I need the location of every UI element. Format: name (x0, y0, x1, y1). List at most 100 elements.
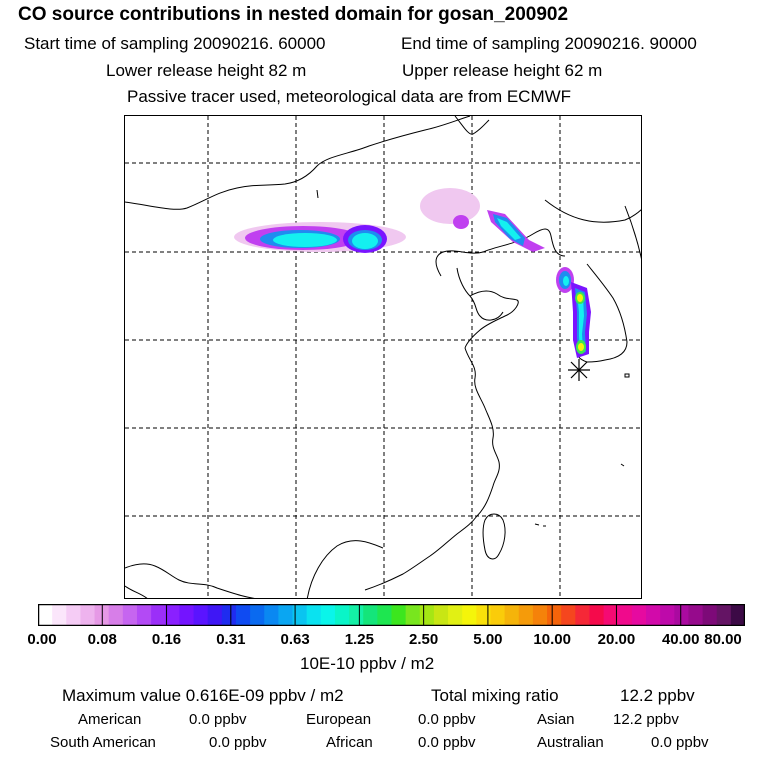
colorbar-swatch (504, 604, 520, 626)
upper-release-height: Upper release height 62 m (402, 61, 603, 80)
colorbar-swatch (38, 604, 53, 626)
colorbar-swatch (292, 604, 308, 626)
mongolia-border (125, 116, 471, 210)
colorbar-swatch (532, 604, 548, 626)
colorbar-swatch (80, 604, 96, 626)
colorbar-swatch (108, 604, 124, 626)
start-time-label: Start time of sampling 20090216. 60000 (24, 34, 326, 53)
colorbar-swatch (278, 604, 294, 626)
colorbar-swatch (207, 604, 223, 626)
colorbar-swatch (476, 604, 492, 626)
plot-title: CO source contributions in nested domain… (18, 4, 569, 25)
colorbar-swatch (547, 604, 562, 626)
colorbar-tick-label: 5.00 (473, 631, 503, 648)
region-south-american-value: 0.0 ppbv (209, 734, 267, 751)
colorbar-swatch (433, 604, 449, 626)
end-time-label: End time of sampling 20090216. 90000 (401, 34, 697, 53)
colorbar-tick-label: 10.00 (533, 631, 571, 648)
plume-west (234, 222, 406, 253)
colorbar-swatch (646, 604, 661, 626)
region-asian-value: 12.2 ppbv (613, 711, 679, 728)
west-border (125, 585, 148, 598)
colorbar-swatch (334, 604, 350, 626)
region-european-name: European (306, 711, 372, 728)
plume-northeast (420, 188, 545, 252)
east-coast (364, 347, 500, 591)
manchuria-border (454, 116, 490, 135)
colorbar-swatch (250, 604, 265, 626)
region-african-value: 0.0 ppbv (418, 734, 476, 751)
plume-korea (556, 267, 591, 358)
colorbar (38, 604, 745, 626)
taiwan-island (482, 513, 506, 560)
colorbar-swatch (221, 604, 237, 626)
japan-coast (624, 205, 641, 259)
north-coast (435, 228, 566, 277)
colorbar-swatch (660, 604, 675, 626)
colorbar-swatch (462, 604, 477, 626)
plume-footprint (234, 188, 591, 358)
colorbar-swatch (235, 604, 251, 626)
total-mixing-ratio-value: 12.2 ppbv (620, 686, 695, 705)
colorbar-swatch (136, 604, 152, 626)
colorbar-tick-label: 0.08 (87, 631, 117, 648)
colorbar-tick-label: 0.00 (27, 631, 57, 648)
colorbar-swatch (179, 604, 195, 626)
colorbar-tick-label: 80.00 (704, 631, 742, 648)
colorbar-swatch (391, 604, 407, 626)
region-european-value: 0.0 ppbv (418, 711, 476, 728)
map-panel (124, 115, 642, 599)
colorbar-unit: 10E-10 ppbv / m2 (300, 654, 435, 673)
colorbar-swatch (702, 604, 718, 626)
colorbar-tick-label: 0.16 (151, 631, 182, 648)
colorbar-swatch (264, 604, 279, 626)
colorbar-tick-label: 0.31 (216, 631, 246, 648)
colorbar-swatch (193, 604, 209, 626)
colorbar-tick-label: 40.00 (661, 631, 700, 648)
colorbar-swatch (561, 604, 576, 626)
colorbar-swatch (603, 604, 619, 626)
colorbar-swatch (306, 604, 322, 626)
northeast-border (544, 199, 641, 223)
colorbar-swatch (405, 604, 421, 626)
korea-east (586, 263, 628, 363)
small-islands (534, 373, 630, 527)
colorbar-swatch (631, 604, 647, 626)
colorbar-tick-label: 1.25 (344, 631, 374, 648)
coastlines (125, 116, 641, 598)
receptor-star-icon (568, 359, 590, 381)
region-american-name: American (78, 711, 142, 728)
colorbar-tick-label: 0.63 (280, 631, 310, 648)
colorbar-swatch (688, 604, 704, 626)
tracer-note: Passive tracer used, meteorological data… (127, 87, 572, 106)
colorbar-tick-label: 20.00 (597, 631, 636, 648)
colorbar-tick-label: 2.50 (409, 631, 439, 648)
lower-release-height: Lower release height 82 m (106, 61, 307, 80)
south-coast (125, 563, 255, 598)
region-south-american-name: South American (50, 734, 156, 751)
colorbar-swatch (716, 604, 732, 626)
region-american-value: 0.0 ppbv (189, 711, 247, 728)
colorbar-swatch (448, 604, 463, 626)
total-mixing-ratio-label: Total mixing ratio (431, 686, 559, 705)
colorbar-swatch (730, 604, 745, 626)
bohai-west-coast (456, 267, 504, 321)
colorbar-swatch (377, 604, 393, 626)
colorbar-swatch (151, 604, 166, 626)
region-australian-value: 0.0 ppbv (651, 734, 709, 751)
colorbar-swatch (674, 604, 690, 626)
colorbar-swatch (52, 604, 67, 626)
region-african-name: African (326, 734, 373, 751)
colorbar-swatch (617, 604, 633, 626)
shandong (464, 290, 519, 349)
colorbar-swatch (349, 604, 364, 626)
province-line (306, 540, 384, 598)
colorbar-swatch (518, 604, 534, 626)
colorbar-swatch (165, 604, 180, 626)
colorbar-swatch (419, 604, 435, 626)
colorbar-swatch (122, 604, 138, 626)
colorbar-border (38, 604, 745, 626)
colorbar-swatch (320, 604, 336, 626)
region-australian-name: Australian (537, 734, 604, 751)
bay-mark (316, 189, 319, 199)
